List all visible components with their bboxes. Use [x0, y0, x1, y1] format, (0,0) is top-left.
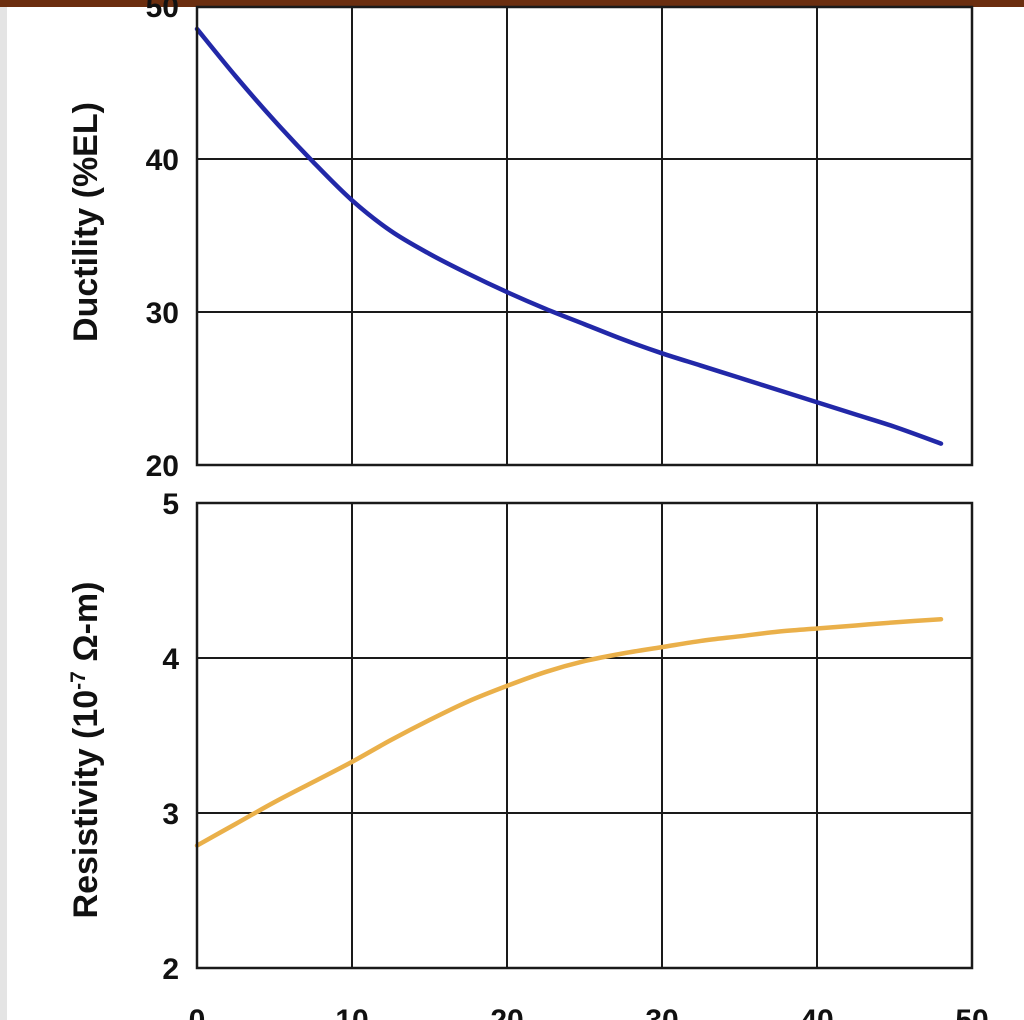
resistivity-ytick-label: 5 — [162, 488, 179, 521]
ductility-plot-frame — [195, 5, 974, 467]
ductility-curve — [194, 26, 944, 446]
resistivity-axis-label-unit: Ω-m) — [67, 582, 105, 672]
ductility-ytick-label: 20 — [146, 450, 179, 483]
xtick-label: 0 — [189, 1004, 206, 1020]
resistivity-series — [194, 617, 944, 848]
resistivity-curve — [194, 617, 944, 848]
ductility-grid — [197, 7, 972, 465]
ductility-ytick-label: 30 — [146, 297, 179, 330]
resistivity-ytick-label: 2 — [162, 953, 179, 986]
ductility-ytick-label: 40 — [146, 144, 179, 177]
xtick-label: 20 — [490, 1004, 523, 1020]
resistivity-plot-frame — [195, 501, 974, 970]
xtick-label: 40 — [800, 1004, 833, 1020]
left-edge-strip — [0, 7, 7, 1020]
tick-labels: 20304050234501020304050 — [146, 0, 989, 1020]
ductility-series — [194, 26, 944, 446]
ductility-ytick-label: 50 — [146, 0, 179, 24]
resistivity-axis-label-main: Resistivity (10 — [67, 690, 105, 919]
resistivity-grid — [197, 503, 972, 968]
xtick-label: 30 — [645, 1004, 678, 1020]
xtick-label: 50 — [955, 1004, 988, 1020]
resistivity-ytick-label: 4 — [162, 643, 179, 676]
resistivity-axis-label-exponent: -7 — [67, 671, 90, 690]
resistivity-ytick-label: 3 — [162, 798, 179, 831]
xtick-label: 10 — [335, 1004, 368, 1020]
top-border-bar — [0, 0, 1024, 7]
ductility-axis-label: Ductility (%EL) — [67, 102, 105, 342]
resistivity-axis-label: Resistivity (10-7 Ω-m) — [67, 582, 105, 919]
